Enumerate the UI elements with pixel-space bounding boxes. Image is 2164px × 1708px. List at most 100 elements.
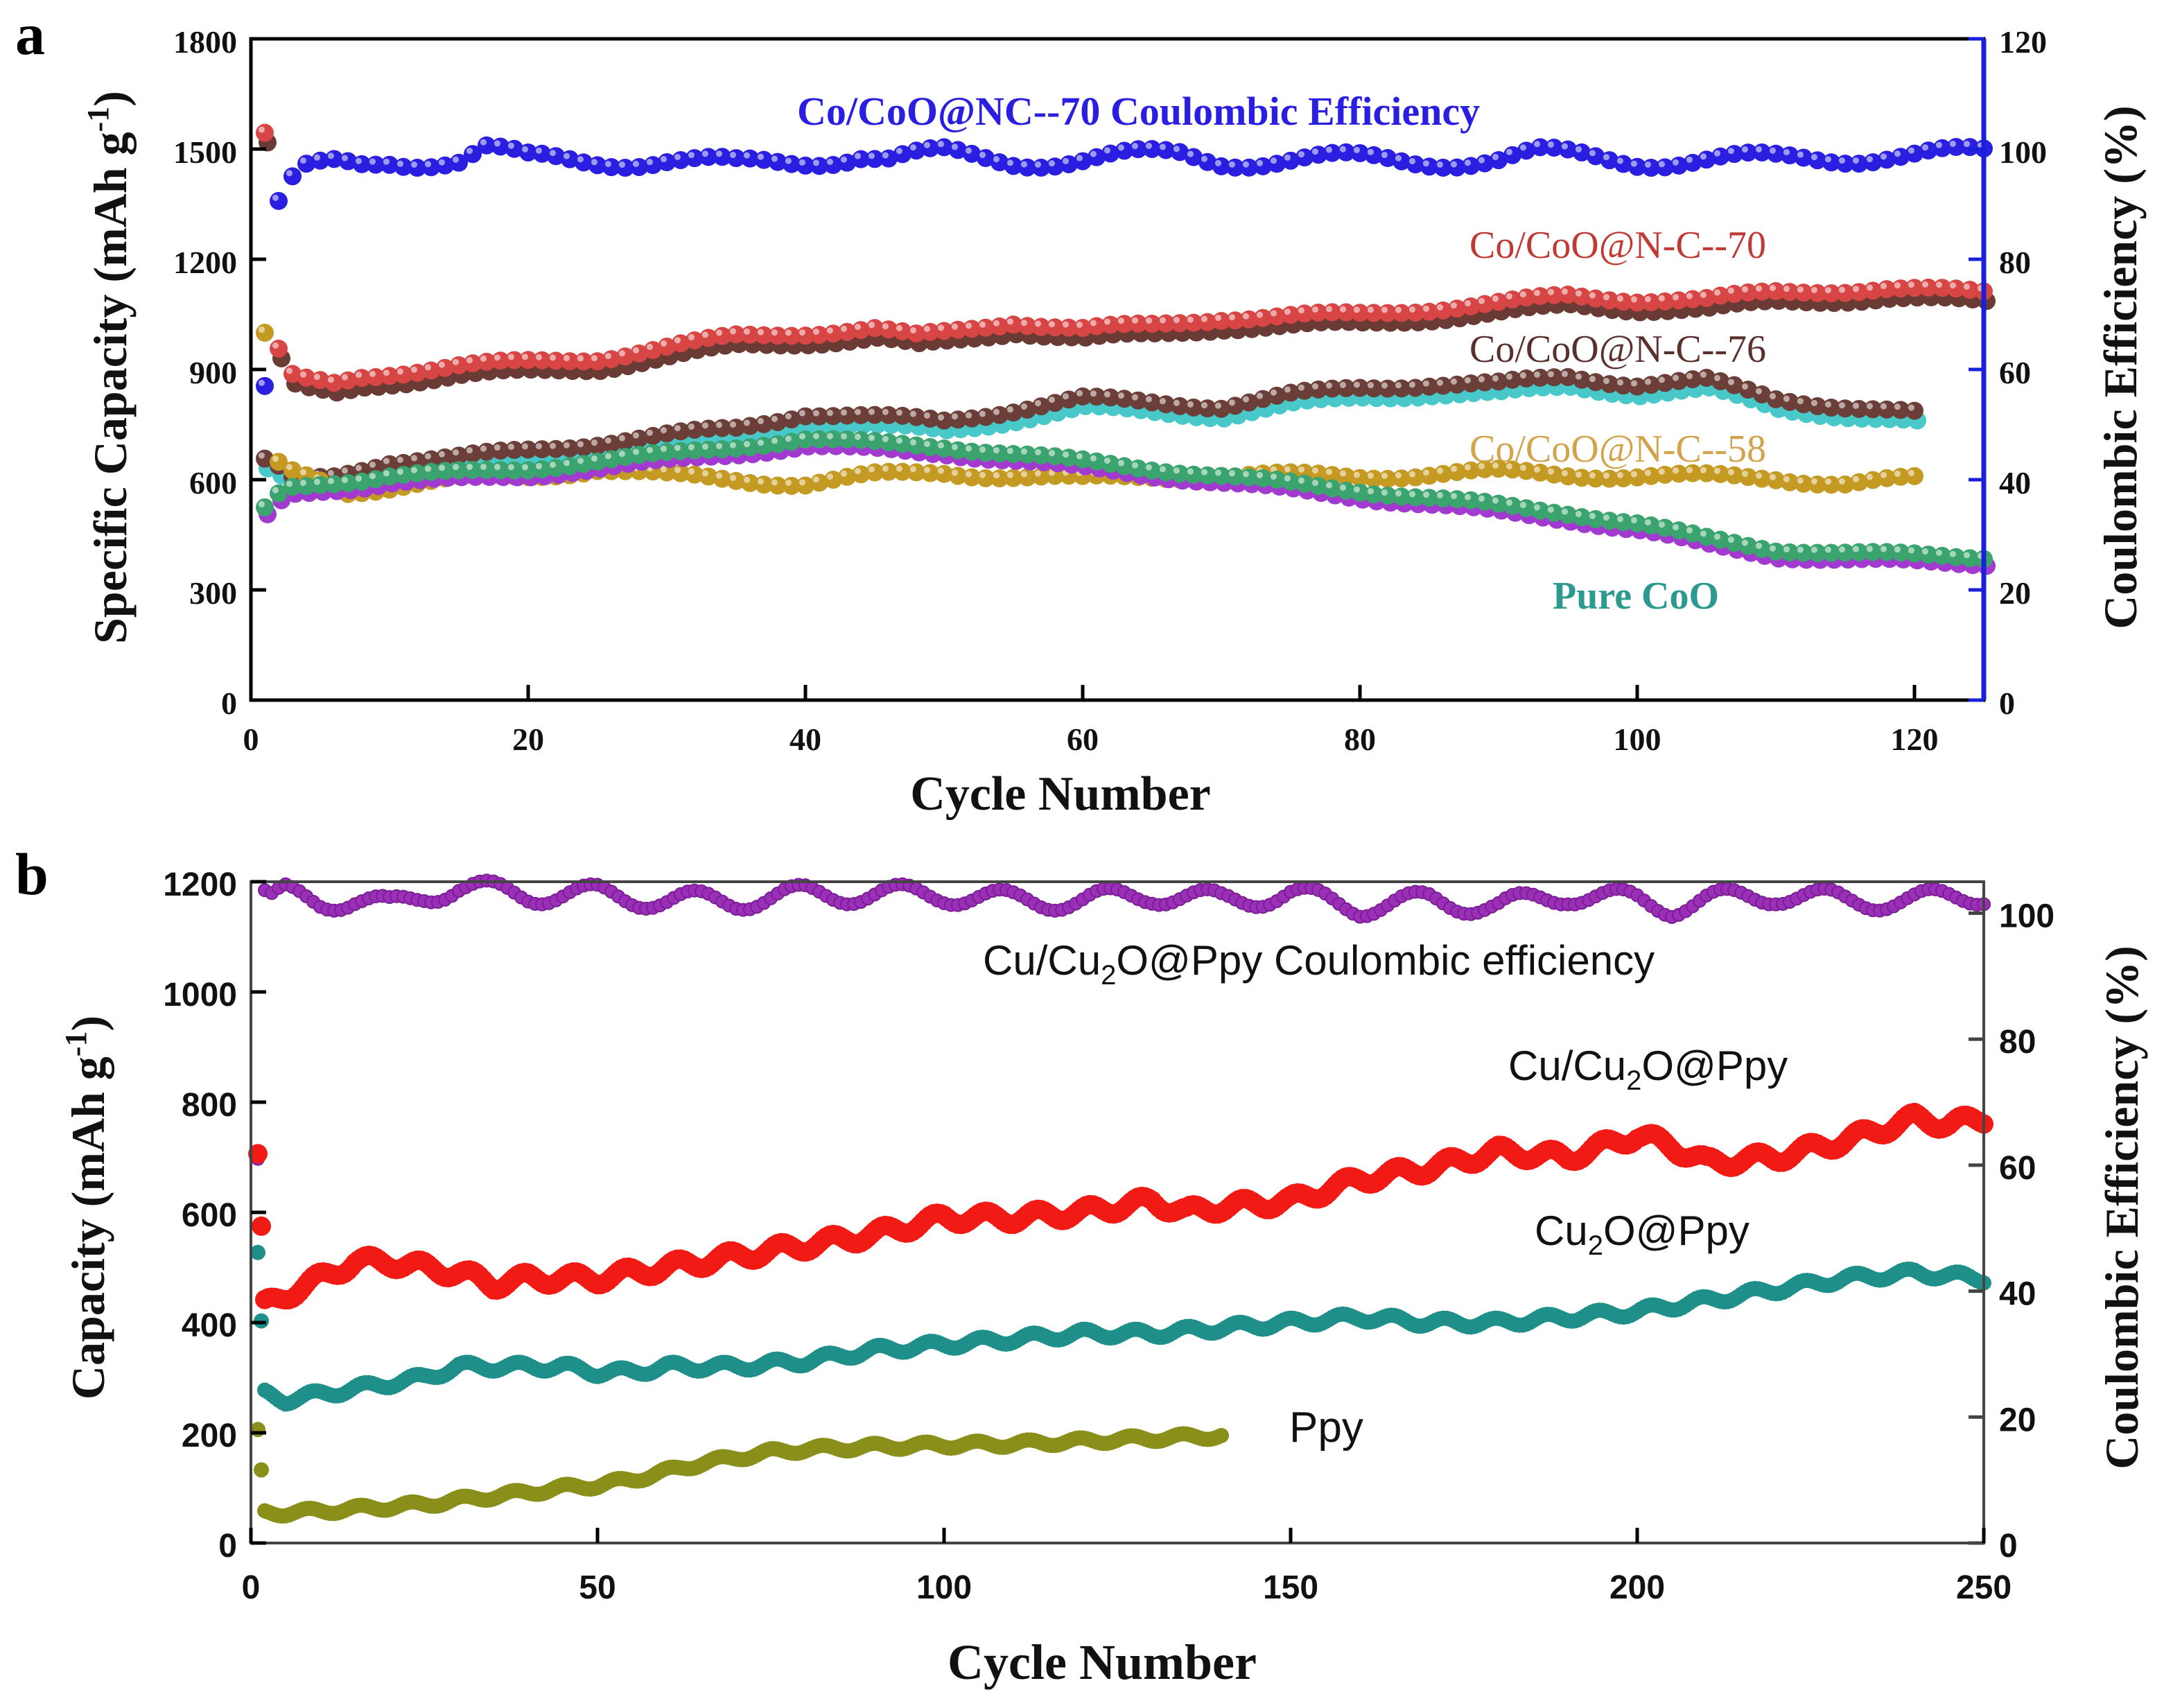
point-highlight <box>951 323 958 330</box>
point-highlight <box>1741 539 1748 546</box>
point-highlight <box>396 468 403 476</box>
point-highlight <box>923 412 930 419</box>
point-highlight <box>1672 524 1679 531</box>
point-highlight <box>1048 469 1055 476</box>
point-highlight <box>1852 286 1859 293</box>
point-highlight <box>660 445 667 452</box>
point-highlight <box>355 372 362 378</box>
point-highlight <box>1201 315 1207 322</box>
point <box>256 498 274 516</box>
panel-b-label: b <box>15 841 49 907</box>
point-highlight <box>1575 373 1582 380</box>
point-highlight <box>1464 464 1471 471</box>
point-highlight <box>521 464 528 471</box>
point-highlight <box>1117 460 1124 467</box>
point-highlight <box>1450 465 1457 472</box>
point-highlight <box>1533 504 1540 511</box>
point-highlight <box>1713 150 1720 157</box>
point-highlight <box>979 471 986 478</box>
point-highlight <box>299 479 307 487</box>
point <box>1905 401 1923 420</box>
point-highlight <box>1519 372 1526 379</box>
point-highlight <box>1686 372 1693 380</box>
point-highlight <box>1630 160 1637 167</box>
point-highlight <box>1311 383 1318 390</box>
point-highlight <box>1367 148 1374 155</box>
ytick-left-label: 800 <box>182 1087 237 1124</box>
point-highlight <box>1325 482 1332 489</box>
point-highlight <box>410 455 417 462</box>
point-highlight <box>1201 402 1207 409</box>
point-highlight <box>1062 451 1069 458</box>
point-highlight <box>1755 387 1762 394</box>
point-highlight <box>618 161 625 168</box>
point-highlight <box>1256 471 1263 478</box>
point-highlight <box>799 479 805 486</box>
point-highlight <box>1949 282 1956 289</box>
point-highlight <box>452 449 459 456</box>
point-highlight <box>258 500 265 507</box>
point-highlight <box>1727 537 1734 543</box>
point-highlight <box>1686 293 1693 299</box>
point-highlight <box>1131 394 1138 401</box>
point-highlight <box>951 469 958 476</box>
point-highlight <box>1076 321 1083 329</box>
ytick-right-label: 0 <box>1999 1528 2018 1565</box>
point-highlight <box>1173 317 1180 324</box>
point-highlight <box>1339 470 1346 477</box>
point <box>1214 1427 1229 1443</box>
point-highlight <box>1159 143 1166 150</box>
point-highlight <box>1159 398 1166 405</box>
point-highlight <box>1492 153 1499 161</box>
point-highlight <box>923 325 930 332</box>
point-highlight <box>896 148 902 155</box>
point-highlight <box>1686 527 1693 534</box>
point-highlight <box>313 154 321 161</box>
point-highlight <box>1755 146 1762 152</box>
point-highlight <box>1672 467 1679 474</box>
ytick-right-label: 100 <box>1999 898 2054 934</box>
point-highlight <box>1838 402 1845 409</box>
point-highlight <box>660 466 667 473</box>
point-highlight <box>674 153 681 160</box>
point-highlight <box>1436 304 1443 311</box>
point-highlight <box>1006 447 1013 454</box>
point-highlight <box>1561 470 1568 477</box>
point-highlight <box>1866 546 1873 552</box>
point-highlight <box>396 456 403 463</box>
point-highlight <box>1145 396 1152 403</box>
point-highlight <box>1630 296 1637 303</box>
point-highlight <box>854 433 861 440</box>
point-highlight <box>299 157 307 164</box>
point-highlight <box>1339 381 1346 388</box>
point-highlight <box>854 324 861 331</box>
point-highlight <box>1214 402 1221 409</box>
series-pure-coo <box>256 430 1996 575</box>
ytick-right-label: 80 <box>1999 245 2031 280</box>
point-highlight <box>1533 290 1540 297</box>
point-highlight <box>1242 471 1249 478</box>
point-highlight <box>1810 154 1817 161</box>
point-highlight <box>286 367 293 374</box>
point-highlight <box>355 464 362 471</box>
point-highlight <box>549 354 556 361</box>
point-highlight <box>327 470 335 477</box>
point-highlight <box>1783 546 1790 552</box>
point-highlight <box>674 444 681 451</box>
point-highlight <box>909 466 916 473</box>
point-highlight <box>826 327 833 334</box>
point-highlight <box>1492 295 1499 302</box>
point-highlight <box>785 479 792 486</box>
point-highlight <box>1713 289 1720 296</box>
point-highlight <box>341 374 349 381</box>
point-highlight <box>1034 400 1041 407</box>
annotation-ce-a: Co/CoO@NC--70 Coulombic Efficiency <box>797 89 1480 134</box>
point-highlight <box>632 347 639 354</box>
point-highlight <box>1284 386 1291 393</box>
point-highlight <box>1616 295 1623 302</box>
point-highlight <box>1381 472 1388 479</box>
point-highlight <box>1852 402 1859 409</box>
point-highlight <box>1395 472 1402 479</box>
point-highlight <box>826 433 833 439</box>
